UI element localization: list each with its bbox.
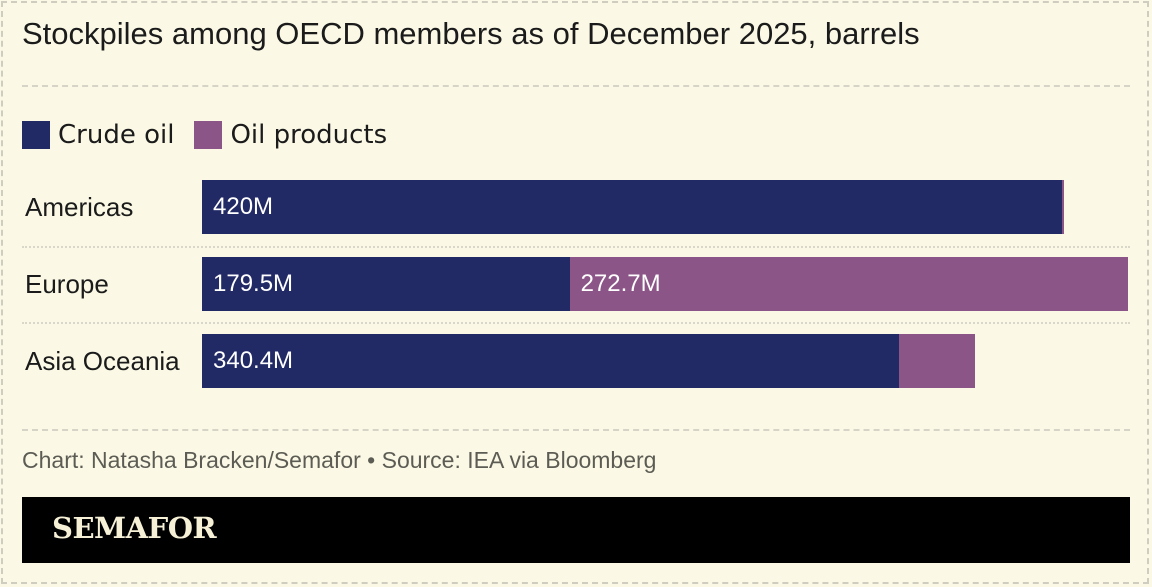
category-label: Europe bbox=[25, 269, 109, 299]
bar-products bbox=[899, 334, 975, 388]
legend-label-crude: Crude oil bbox=[58, 120, 175, 150]
row-separator bbox=[22, 322, 1130, 324]
data-label: 340.4M bbox=[213, 347, 294, 374]
category-label: Americas bbox=[25, 192, 134, 222]
semafor-logo: SEMAFOR bbox=[52, 511, 217, 545]
bar-crude bbox=[202, 257, 570, 311]
legend-swatch-crude bbox=[22, 121, 50, 149]
legend-item-products: Oil products bbox=[194, 120, 387, 150]
divider bbox=[22, 85, 1130, 87]
row-separator bbox=[22, 246, 1130, 248]
bar-products bbox=[1062, 180, 1065, 234]
bar-crude bbox=[202, 180, 1063, 234]
legend: Crude oil Oil products bbox=[22, 120, 407, 150]
data-label: 272.7M bbox=[580, 270, 661, 297]
legend-label-products: Oil products bbox=[230, 120, 388, 150]
data-label: 179.5M bbox=[213, 270, 294, 297]
data-label: 420M bbox=[213, 193, 274, 220]
bar-products bbox=[569, 257, 1128, 311]
source-note: Chart: Natasha Bracken/Semafor • Source:… bbox=[22, 447, 657, 473]
divider bbox=[22, 429, 1130, 431]
chart-title: Stockpiles among OECD members as of Dece… bbox=[22, 16, 920, 51]
legend-swatch-products bbox=[194, 121, 223, 149]
bar-crude bbox=[202, 334, 900, 388]
category-label: Asia Oceania bbox=[25, 346, 180, 376]
brand-band: SEMAFOR bbox=[22, 497, 1130, 563]
legend-item-crude: Crude oil bbox=[22, 120, 174, 150]
